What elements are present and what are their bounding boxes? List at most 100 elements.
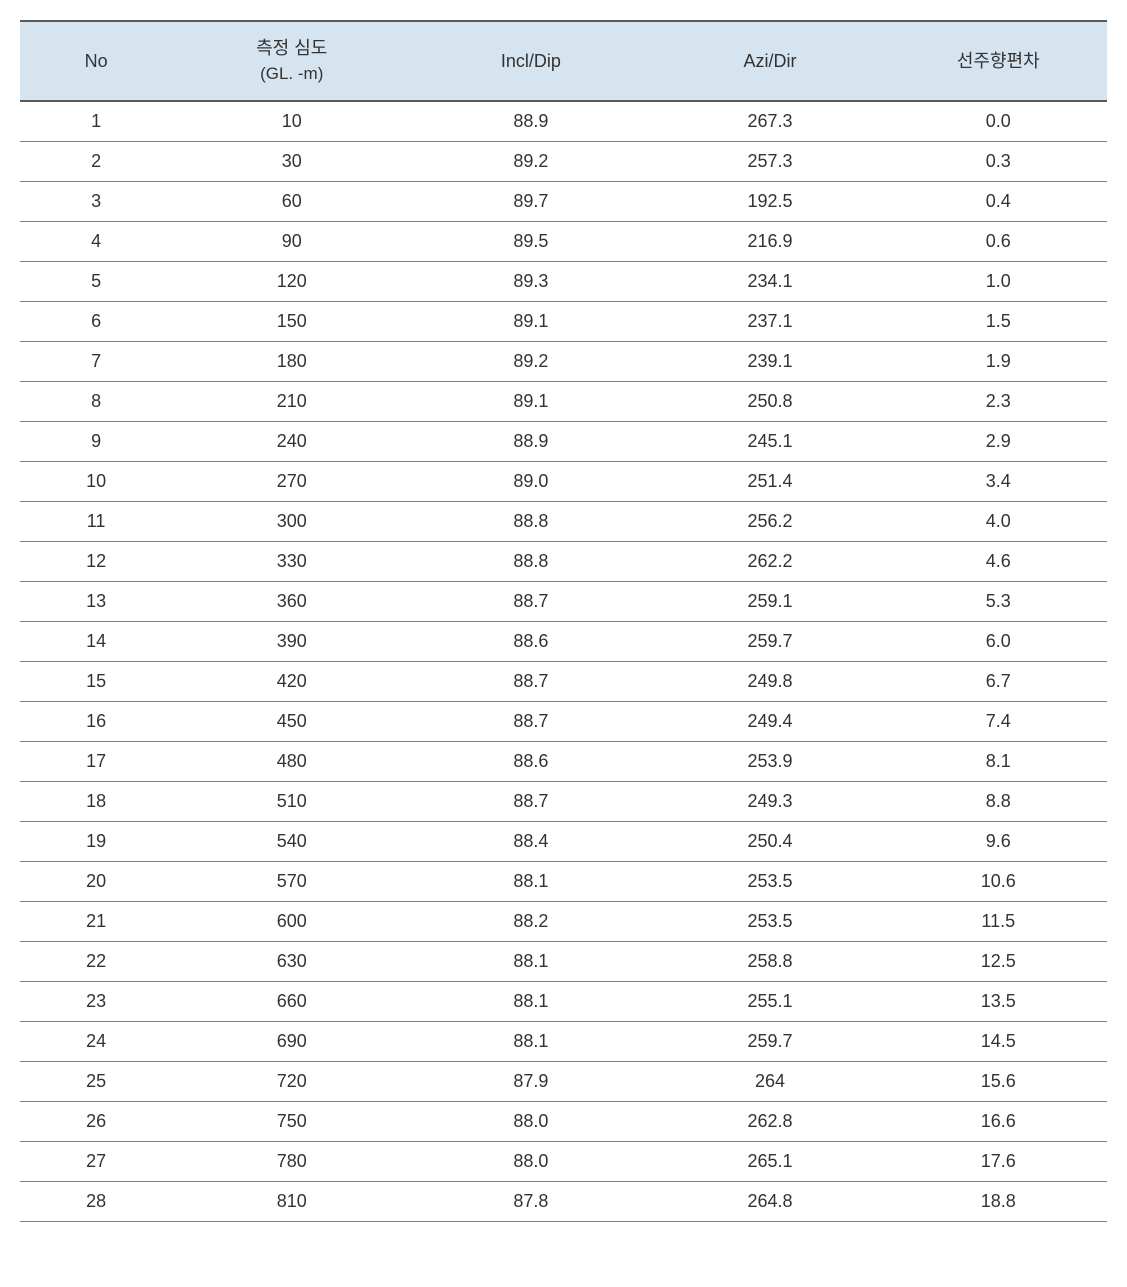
- table-row: 1748088.6253.98.1: [20, 742, 1107, 782]
- table-row: 1233088.8262.24.6: [20, 542, 1107, 582]
- cell-azi: 267.3: [650, 101, 889, 142]
- cell-dev: 0.3: [890, 142, 1107, 182]
- cell-incl: 89.5: [411, 222, 650, 262]
- cell-dev: 8.8: [890, 782, 1107, 822]
- cell-incl: 88.1: [411, 982, 650, 1022]
- cell-depth: 630: [172, 942, 411, 982]
- cell-depth: 420: [172, 662, 411, 702]
- table-row: 821089.1250.82.3: [20, 382, 1107, 422]
- header-azi-label: Azi/Dir: [743, 51, 796, 71]
- cell-no: 24: [20, 1022, 172, 1062]
- cell-depth: 720: [172, 1062, 411, 1102]
- cell-azi: 264: [650, 1062, 889, 1102]
- cell-azi: 259.7: [650, 622, 889, 662]
- cell-no: 10: [20, 462, 172, 502]
- cell-azi: 251.4: [650, 462, 889, 502]
- table-row: 2572087.926415.6: [20, 1062, 1107, 1102]
- cell-no: 4: [20, 222, 172, 262]
- cell-no: 19: [20, 822, 172, 862]
- cell-dev: 2.3: [890, 382, 1107, 422]
- header-no: No: [20, 21, 172, 101]
- cell-dev: 4.6: [890, 542, 1107, 582]
- cell-depth: 360: [172, 582, 411, 622]
- cell-incl: 88.7: [411, 702, 650, 742]
- header-no-label: No: [85, 51, 108, 71]
- cell-no: 27: [20, 1142, 172, 1182]
- cell-depth: 150: [172, 302, 411, 342]
- header-azi: Azi/Dir: [650, 21, 889, 101]
- cell-depth: 750: [172, 1102, 411, 1142]
- header-incl: Incl/Dip: [411, 21, 650, 101]
- cell-azi: 234.1: [650, 262, 889, 302]
- table-row: 615089.1237.11.5: [20, 302, 1107, 342]
- table-row: 49089.5216.90.6: [20, 222, 1107, 262]
- cell-dev: 1.9: [890, 342, 1107, 382]
- table-row: 512089.3234.11.0: [20, 262, 1107, 302]
- cell-depth: 300: [172, 502, 411, 542]
- cell-azi: 262.8: [650, 1102, 889, 1142]
- cell-azi: 239.1: [650, 342, 889, 382]
- cell-dev: 9.6: [890, 822, 1107, 862]
- cell-incl: 88.9: [411, 422, 650, 462]
- cell-depth: 90: [172, 222, 411, 262]
- cell-depth: 600: [172, 902, 411, 942]
- cell-incl: 88.0: [411, 1102, 650, 1142]
- cell-no: 17: [20, 742, 172, 782]
- cell-incl: 88.0: [411, 1142, 650, 1182]
- cell-azi: 249.8: [650, 662, 889, 702]
- cell-dev: 17.6: [890, 1142, 1107, 1182]
- header-dev-label: 선주향편차: [957, 51, 1040, 71]
- cell-dev: 18.8: [890, 1182, 1107, 1222]
- cell-azi: 255.1: [650, 982, 889, 1022]
- table-row: 718089.2239.11.9: [20, 342, 1107, 382]
- table-row: 2881087.8264.818.8: [20, 1182, 1107, 1222]
- cell-no: 22: [20, 942, 172, 982]
- table-row: 11088.9267.30.0: [20, 101, 1107, 142]
- table-row: 2057088.1253.510.6: [20, 862, 1107, 902]
- cell-incl: 88.1: [411, 862, 650, 902]
- table-row: 36089.7192.50.4: [20, 182, 1107, 222]
- table-row: 1542088.7249.86.7: [20, 662, 1107, 702]
- cell-dev: 14.5: [890, 1022, 1107, 1062]
- cell-azi: 262.2: [650, 542, 889, 582]
- cell-incl: 88.2: [411, 902, 650, 942]
- cell-no: 28: [20, 1182, 172, 1222]
- cell-no: 26: [20, 1102, 172, 1142]
- cell-no: 12: [20, 542, 172, 582]
- cell-dev: 7.4: [890, 702, 1107, 742]
- cell-incl: 89.0: [411, 462, 650, 502]
- cell-incl: 89.2: [411, 142, 650, 182]
- cell-azi: 258.8: [650, 942, 889, 982]
- cell-incl: 89.2: [411, 342, 650, 382]
- cell-dev: 11.5: [890, 902, 1107, 942]
- table-row: 1851088.7249.38.8: [20, 782, 1107, 822]
- cell-azi: 264.8: [650, 1182, 889, 1222]
- header-row: No 측정 심도 (GL. -m) Incl/Dip Azi/Dir 선주향편차: [20, 21, 1107, 101]
- cell-incl: 88.7: [411, 582, 650, 622]
- cell-no: 25: [20, 1062, 172, 1102]
- table-row: 1954088.4250.49.6: [20, 822, 1107, 862]
- cell-dev: 6.7: [890, 662, 1107, 702]
- cell-no: 23: [20, 982, 172, 1022]
- cell-dev: 12.5: [890, 942, 1107, 982]
- cell-azi: 249.3: [650, 782, 889, 822]
- cell-depth: 180: [172, 342, 411, 382]
- cell-incl: 89.7: [411, 182, 650, 222]
- table-row: 1439088.6259.76.0: [20, 622, 1107, 662]
- cell-no: 6: [20, 302, 172, 342]
- cell-depth: 390: [172, 622, 411, 662]
- data-table: No 측정 심도 (GL. -m) Incl/Dip Azi/Dir 선주향편차…: [20, 20, 1107, 1222]
- table-row: 2675088.0262.816.6: [20, 1102, 1107, 1142]
- cell-azi: 245.1: [650, 422, 889, 462]
- table-row: 2469088.1259.714.5: [20, 1022, 1107, 1062]
- cell-depth: 450: [172, 702, 411, 742]
- table-row: 924088.9245.12.9: [20, 422, 1107, 462]
- cell-incl: 89.3: [411, 262, 650, 302]
- table-row: 1130088.8256.24.0: [20, 502, 1107, 542]
- cell-depth: 330: [172, 542, 411, 582]
- cell-incl: 88.1: [411, 942, 650, 982]
- cell-azi: 192.5: [650, 182, 889, 222]
- table-row: 2263088.1258.812.5: [20, 942, 1107, 982]
- cell-azi: 216.9: [650, 222, 889, 262]
- cell-dev: 1.5: [890, 302, 1107, 342]
